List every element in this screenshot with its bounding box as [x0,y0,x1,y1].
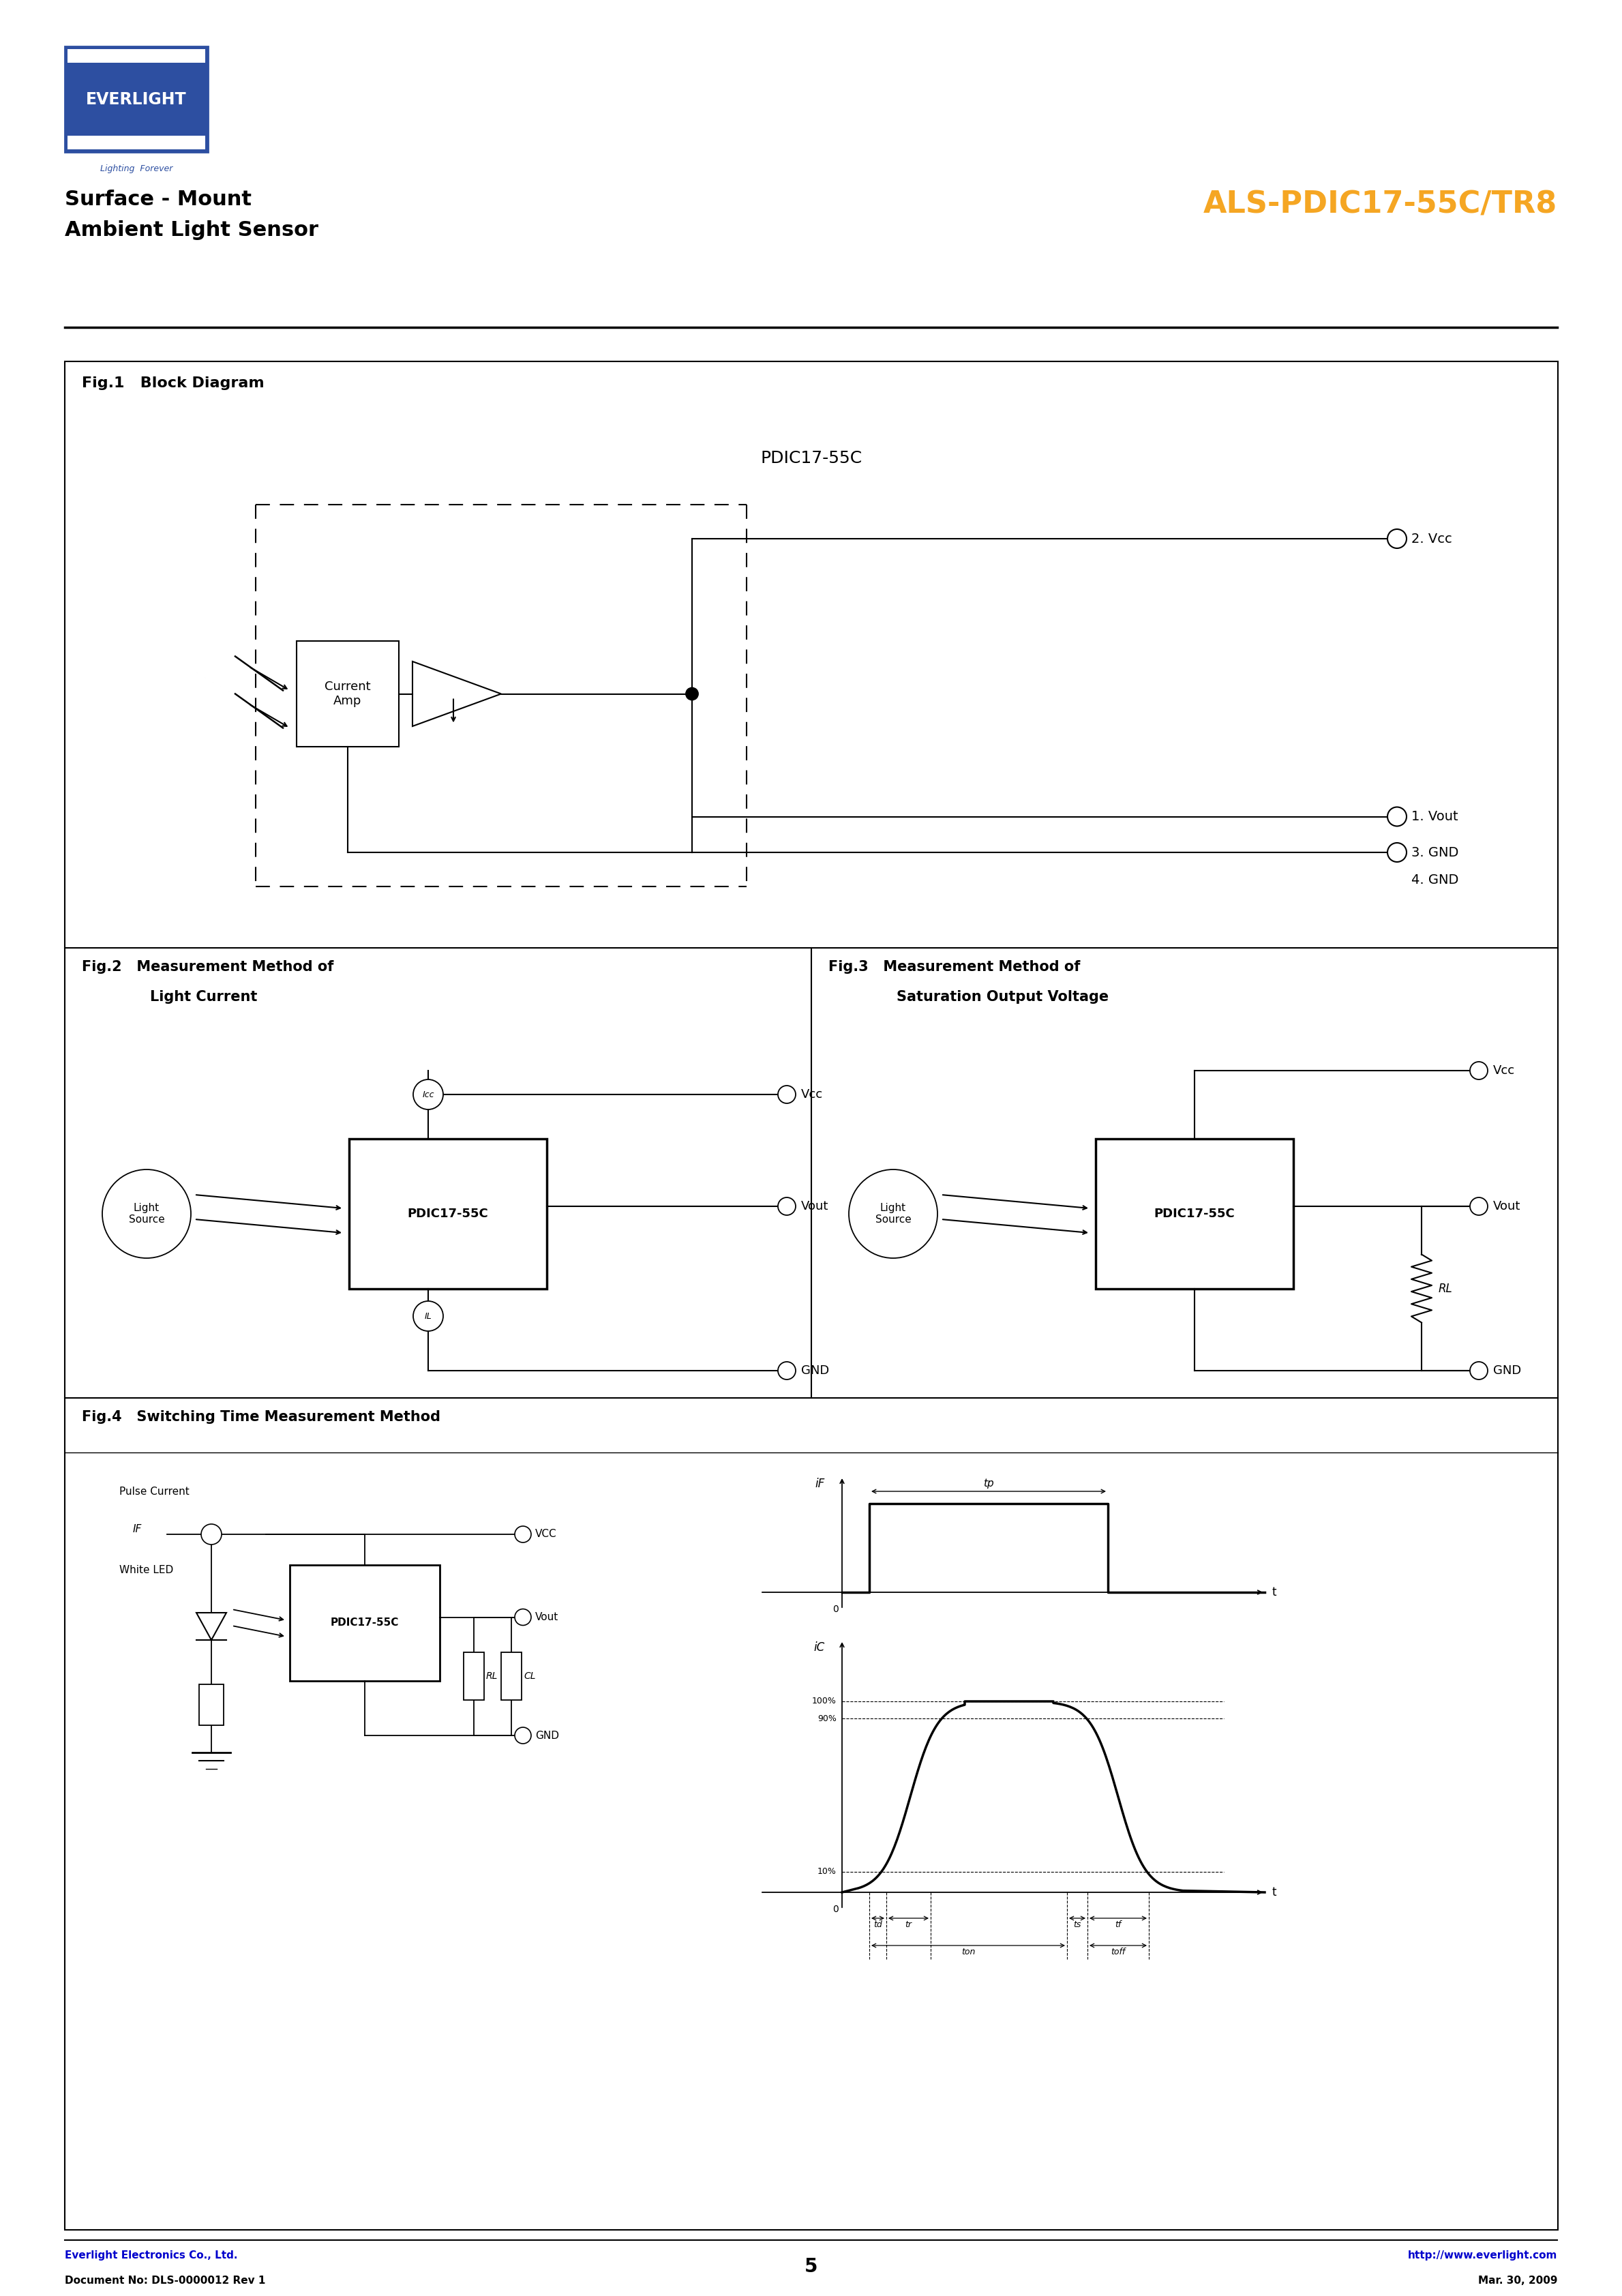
Bar [65,46,208,152]
Bar [68,48,206,62]
Text: tf: tf [1114,1919,1121,1929]
Text: Fig.4   Switching Time Measurement Method: Fig.4 Switching Time Measurement Method [81,1410,441,1424]
Text: Document No: DLS-0000012 Rev 1: Document No: DLS-0000012 Rev 1 [65,2275,266,2287]
Text: 100%: 100% [813,1697,837,1706]
Circle shape [1470,1362,1487,1380]
Text: Vcc: Vcc [1494,1065,1515,1077]
Text: IL: IL [425,1311,431,1320]
Text: Surface - Mount: Surface - Mount [65,191,251,209]
Text: Mar. 30, 2009: Mar. 30, 2009 [1478,2275,1557,2287]
Text: IF: IF [133,1525,143,1534]
Text: Everlight Electronics Co., Ltd.: Everlight Electronics Co., Ltd. [65,2250,237,2262]
Bar [65,1398,1557,1453]
Text: iC: iC [814,1642,826,1653]
Text: Fig.1   Block Diagram: Fig.1 Block Diagram [81,377,264,390]
Bar [65,948,1557,1024]
Text: Pulse Current: Pulse Current [120,1486,190,1497]
Text: Light
Source: Light Source [876,1203,912,1224]
Circle shape [201,1525,222,1545]
Text: EVERLIGHT: EVERLIGHT [86,92,187,108]
Text: RL: RL [487,1671,498,1681]
Bar [501,1653,522,1699]
Text: td: td [874,1919,882,1929]
Text: 0: 0 [832,1906,839,1915]
Text: RL: RL [1439,1283,1453,1295]
Text: Lighting  Forever: Lighting Forever [101,165,172,172]
Text: 3. GND: 3. GND [1411,845,1458,859]
Text: toff: toff [1111,1947,1126,1956]
Circle shape [1470,1199,1487,1215]
Circle shape [1470,1061,1487,1079]
Text: White LED: White LED [120,1566,174,1575]
Text: PDIC17-55C: PDIC17-55C [1153,1208,1234,1219]
Circle shape [514,1527,530,1543]
Bar [464,1653,483,1699]
Bar [1095,1139,1293,1288]
Text: iF: iF [816,1479,826,1490]
Text: Icc: Icc [422,1091,435,1100]
Bar [200,1685,224,1724]
Text: CL: CL [524,1671,535,1681]
Circle shape [1387,528,1406,549]
Text: 90%: 90% [817,1715,837,1722]
Text: Vcc: Vcc [801,1088,822,1100]
Bar [349,1139,547,1288]
Bar [290,1566,440,1681]
Circle shape [779,1199,796,1215]
Text: http://www.everlight.com: http://www.everlight.com [1408,2250,1557,2262]
Circle shape [1387,843,1406,861]
Text: Ambient Light Sensor: Ambient Light Sensor [65,220,318,241]
Text: Saturation Output Voltage: Saturation Output Voltage [897,990,1109,1003]
Text: Fig.2   Measurement Method of: Fig.2 Measurement Method of [81,960,334,974]
Text: Light
Source: Light Source [128,1203,164,1224]
Bar [68,135,206,149]
Text: Fig.3   Measurement Method of: Fig.3 Measurement Method of [829,960,1080,974]
Text: ALS-PDIC17-55C/TR8: ALS-PDIC17-55C/TR8 [1204,191,1557,218]
Bar [65,360,1557,422]
Circle shape [779,1086,796,1104]
Text: 4. GND: 4. GND [1411,872,1458,886]
Text: t: t [1272,1587,1277,1598]
Text: PDIC17-55C: PDIC17-55C [407,1208,488,1219]
Circle shape [414,1302,443,1332]
Text: 2. Vcc: 2. Vcc [1411,533,1452,544]
Circle shape [686,689,697,700]
Text: t: t [1272,1887,1277,1899]
Circle shape [514,1609,530,1626]
Circle shape [514,1727,530,1743]
Text: Vout: Vout [535,1612,558,1623]
Text: Current
Amp: Current Amp [324,680,371,707]
Text: GND: GND [1494,1364,1521,1378]
Text: GND: GND [801,1364,829,1378]
Circle shape [779,1362,796,1380]
Circle shape [1387,806,1406,827]
Text: VCC: VCC [535,1529,556,1538]
Text: 5: 5 [805,2257,817,2275]
Text: ton: ton [962,1947,975,1956]
Circle shape [414,1079,443,1109]
Text: 0: 0 [832,1605,839,1614]
Circle shape [848,1169,938,1258]
Text: PDIC17-55C: PDIC17-55C [331,1619,399,1628]
Text: tr: tr [905,1919,912,1929]
Circle shape [102,1169,191,1258]
Bar [297,641,399,746]
Text: PDIC17-55C: PDIC17-55C [761,450,863,466]
Text: tp: tp [983,1479,994,1488]
Text: Vout: Vout [801,1201,829,1212]
Text: Light Current: Light Current [149,990,258,1003]
Bar [65,360,1557,2229]
Text: GND: GND [535,1731,560,1740]
Text: Vout: Vout [1494,1201,1521,1212]
Text: 10%: 10% [817,1867,837,1876]
Text: ts: ts [1074,1919,1082,1929]
Text: 1. Vout: 1. Vout [1411,810,1458,822]
